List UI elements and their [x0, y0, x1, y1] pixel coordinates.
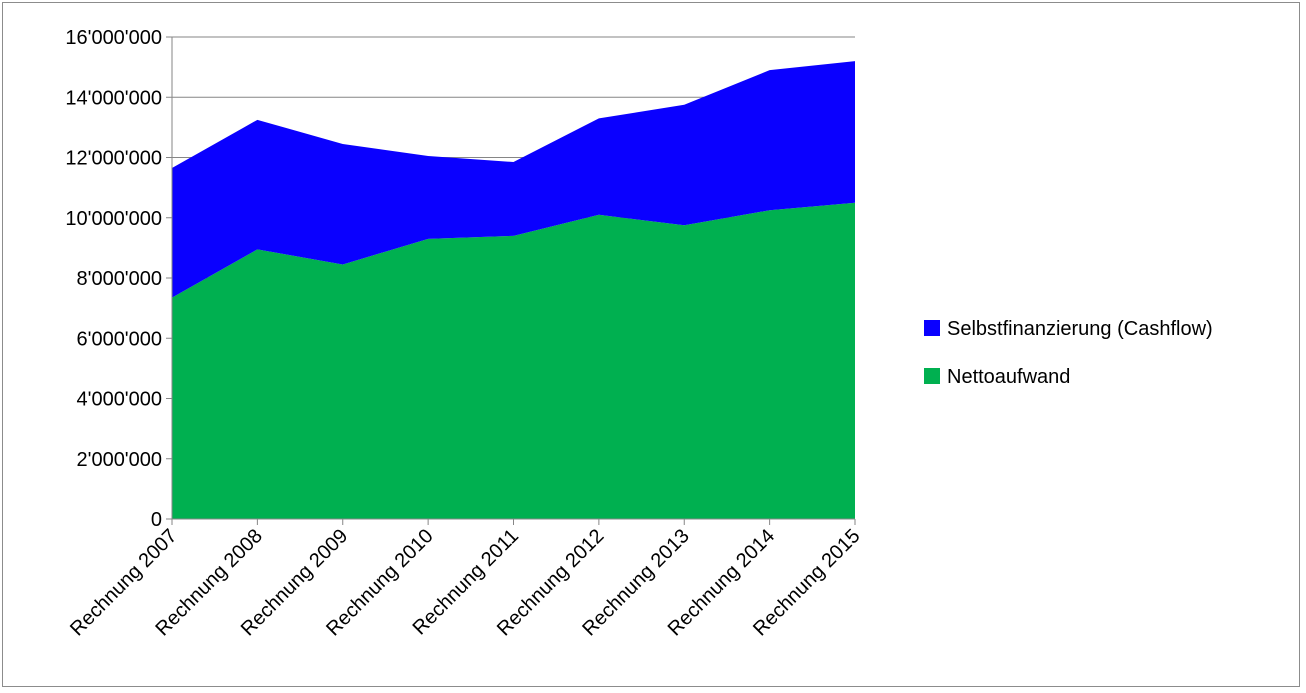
area-nettoaufwand: [172, 202, 855, 519]
y-tick-label: 12'000'000: [65, 148, 162, 170]
legend-swatch-1: [924, 368, 940, 384]
y-tick-label: 14'000'000: [65, 87, 162, 109]
y-tick-label: 0: [151, 509, 162, 531]
y-tick-label: 4'000'000: [77, 389, 163, 411]
y-tick-label: 16'000'000: [65, 27, 162, 49]
y-tick-label: 2'000'000: [77, 449, 163, 471]
area-selbstfinanzierung-cashflow-: [172, 61, 855, 298]
y-tick-label: 10'000'000: [65, 208, 162, 230]
y-tick-label: 8'000'000: [77, 268, 163, 290]
y-tick-label: 6'000'000: [77, 328, 163, 350]
legend: Selbstfinanzierung (Cashflow) Nettoaufwan…: [924, 318, 1213, 388]
area-series: [172, 61, 855, 519]
legend-swatch-0: [924, 320, 940, 336]
legend-label: Selbstfinanzierung (Cashflow): [947, 318, 1213, 340]
legend-label: Nettoaufwand: [947, 366, 1070, 388]
y-axis-ticks: 0 2'000'000 4'000'000 6'000'000 8'000'000 10'…: [65, 27, 172, 531]
